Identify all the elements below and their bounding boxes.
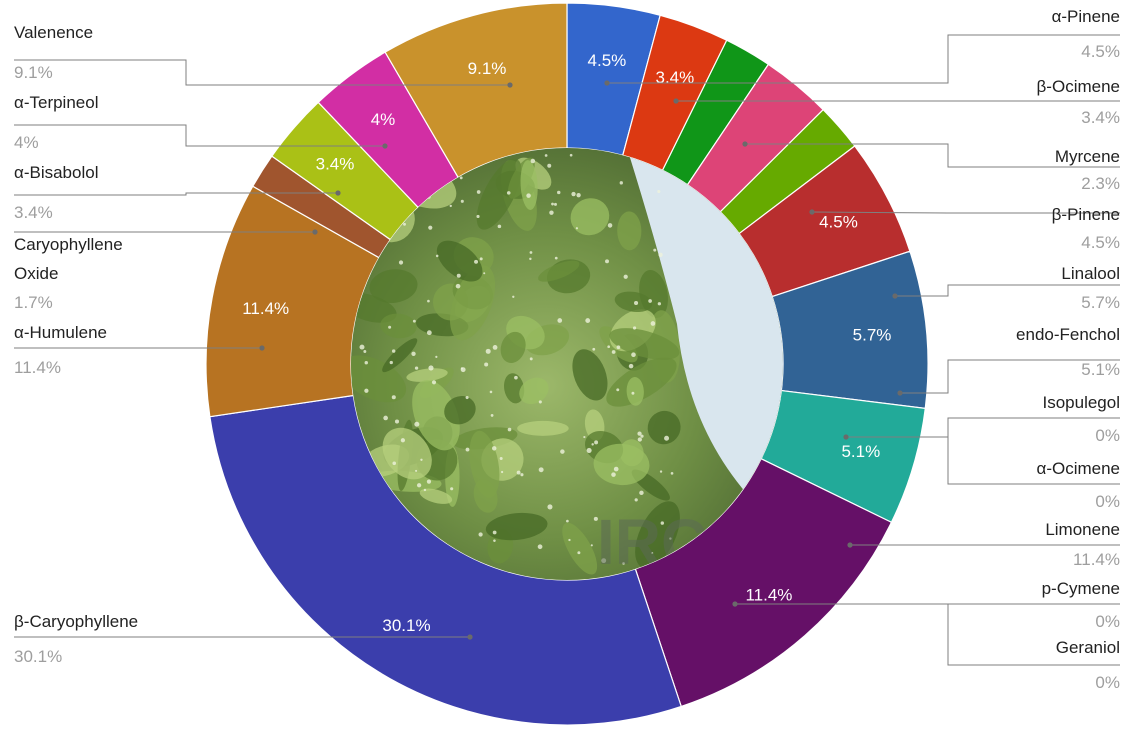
side-label-name: endo-Fenchol	[1016, 325, 1120, 344]
wedge-value-label: 4.5%	[819, 213, 858, 232]
side-label-value: 2.3%	[1081, 174, 1120, 193]
leader-dot	[673, 98, 679, 104]
leader-line	[895, 284, 1120, 297]
side-label-value: 9.1%	[14, 63, 53, 82]
side-label-value: 4.5%	[1081, 233, 1120, 252]
leader-dot	[732, 601, 738, 607]
leader-dot	[382, 143, 388, 149]
wedge-value-label: 3.4%	[316, 155, 355, 174]
side-label-value: 4%	[14, 133, 39, 152]
side-label-value: 0%	[1095, 673, 1120, 692]
leader-line	[745, 143, 1120, 168]
leader-dot	[843, 434, 849, 440]
leader-line	[947, 604, 1120, 666]
wedge-value-label: 4%	[371, 110, 396, 129]
side-label-value: 1.7%	[14, 293, 53, 312]
side-label-name: β-Ocimene	[1037, 77, 1120, 96]
side-label-value: 30.1%	[14, 647, 62, 666]
leader-dot	[892, 293, 898, 299]
leader-dot	[604, 80, 610, 86]
side-label-value: 0%	[1095, 492, 1120, 511]
wedge-value-label: 30.1%	[382, 616, 430, 635]
leader-dot	[259, 345, 265, 351]
leader-dot	[467, 634, 473, 640]
side-label-value: 3.4%	[1081, 108, 1120, 127]
wedge-value-label: 3.4%	[656, 68, 695, 87]
leader-dot	[809, 209, 815, 215]
side-label-value: 11.4%	[14, 358, 61, 377]
wedge-value-label: 9.1%	[468, 59, 507, 78]
leader-line	[14, 59, 510, 86]
side-label-value: 4.5%	[1081, 42, 1120, 61]
wedge-value-label: 11.4%	[745, 586, 792, 605]
side-label-name: Caryophyllene	[14, 235, 123, 254]
side-label-name: Linalool	[1061, 264, 1120, 283]
side-label-value: 5.7%	[1081, 293, 1120, 312]
leader-dot	[897, 390, 903, 396]
side-label-value: 0%	[1095, 426, 1120, 445]
side-label-name: α-Pinene	[1052, 7, 1120, 26]
wedge-value-label: 5.1%	[841, 442, 880, 461]
side-label-name: β-Pinene	[1052, 205, 1120, 224]
side-label-value: 3.4%	[14, 203, 53, 222]
leader-dot	[312, 229, 318, 235]
leader-line	[947, 437, 1120, 485]
side-label-name: Isopulegol	[1042, 393, 1120, 412]
side-label-name: α-Humulene	[14, 323, 107, 342]
side-label-name: Limonene	[1045, 520, 1120, 539]
leader-line	[811, 211, 1120, 214]
leader-line	[607, 34, 1120, 84]
side-label-name: Valenence	[14, 23, 93, 42]
side-label-name: p-Cymene	[1042, 579, 1120, 598]
leader-dot	[742, 141, 748, 147]
donut-wedges	[205, 2, 929, 726]
side-label-name: α-Terpineol	[14, 93, 98, 112]
wedge-value-label: 11.4%	[242, 299, 289, 318]
side-label-value: 5.1%	[1081, 360, 1120, 379]
leader-lines	[14, 34, 1120, 666]
wedge-value-label: 5.7%	[853, 325, 892, 344]
side-label-value: 0%	[1095, 612, 1120, 631]
side-label-name: Myrcene	[1055, 147, 1120, 166]
leader-line	[846, 417, 1120, 438]
leader-line	[900, 359, 1120, 394]
side-label-name: Geraniol	[1056, 638, 1120, 657]
leader-line	[14, 124, 385, 147]
wedge-value-label: 4.5%	[588, 51, 627, 70]
leader-dot	[847, 542, 853, 548]
side-label-name: Oxide	[14, 264, 58, 283]
side-label-name: α-Bisabolol	[14, 163, 98, 182]
leader-dot	[507, 82, 513, 88]
wedge-value-labels: 4.5% 3.4% 4.5% 5.7% 5.1% 11.4% 30.1% 11.4% 3.4% 4…	[242, 51, 891, 635]
side-label-value: 11.4%	[1073, 550, 1120, 569]
leader-dot	[335, 190, 341, 196]
side-label-name: β-Caryophyllene	[14, 612, 138, 631]
side-labels: Valenence 9.1% α-Terpineol 4% α-Bisabolol 3.4…	[14, 7, 1120, 692]
side-label-name: α-Ocimene	[1036, 459, 1120, 478]
leader-line	[14, 192, 338, 196]
